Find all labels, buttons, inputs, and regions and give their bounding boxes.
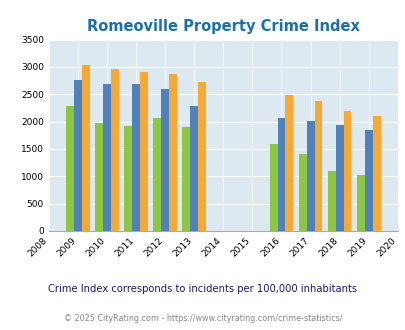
Bar (140, 72, 147, 231)
Bar (298, 154, 306, 231)
Bar (356, 175, 364, 231)
Bar (343, 111, 351, 231)
Bar (103, 84, 111, 231)
Bar (314, 101, 322, 231)
Text: Crime Index corresponds to incidents per 100,000 inhabitants: Crime Index corresponds to incidents per… (48, 284, 357, 294)
Bar (168, 74, 177, 231)
Bar (198, 82, 205, 231)
Title: Romeoville Property Crime Index: Romeoville Property Crime Index (87, 19, 359, 34)
Bar (124, 126, 132, 231)
Bar (74, 80, 81, 231)
Bar (269, 144, 277, 231)
Bar (364, 130, 372, 231)
Bar (111, 69, 118, 231)
Bar (285, 95, 292, 231)
Bar (95, 123, 103, 231)
Bar (277, 118, 285, 231)
Bar (190, 106, 198, 231)
Bar (161, 89, 168, 231)
Text: © 2025 CityRating.com - https://www.cityrating.com/crime-statistics/: © 2025 CityRating.com - https://www.city… (64, 314, 341, 323)
Bar (372, 115, 379, 231)
Bar (81, 65, 90, 231)
Bar (153, 118, 161, 231)
Bar (182, 127, 190, 231)
Bar (327, 171, 335, 231)
Bar (132, 84, 140, 231)
Bar (306, 121, 314, 231)
Bar (335, 125, 343, 231)
Bar (66, 106, 74, 231)
